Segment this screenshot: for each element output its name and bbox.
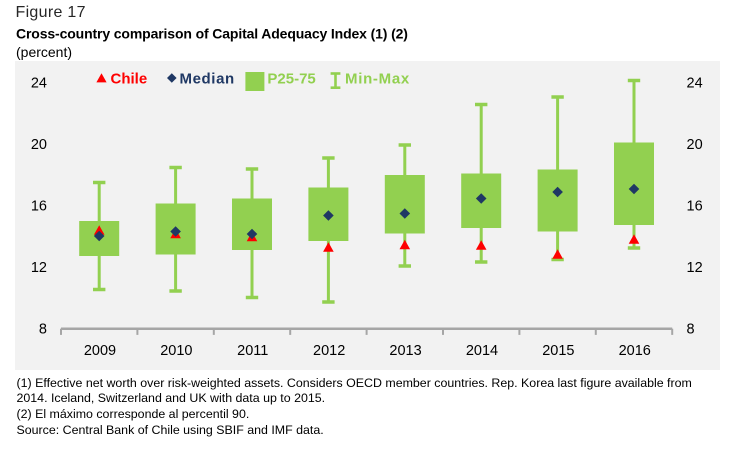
svg-text:2012: 2012 [313, 343, 345, 359]
svg-text:2010: 2010 [160, 343, 192, 359]
svg-text:2011: 2011 [237, 343, 268, 359]
svg-text:24: 24 [31, 75, 47, 91]
svg-text:12: 12 [31, 260, 47, 276]
svg-text:2016: 2016 [619, 343, 651, 359]
svg-text:2013: 2013 [389, 343, 421, 359]
svg-text:2015: 2015 [542, 343, 574, 359]
svg-text:8: 8 [39, 321, 47, 337]
svg-text:16: 16 [31, 198, 47, 214]
svg-text:16: 16 [687, 198, 703, 214]
svg-text:Cross-country comparison of Ca: Cross-country comparison of Capital Adeq… [16, 26, 408, 42]
svg-text:24: 24 [687, 75, 703, 91]
svg-text:Figure 17: Figure 17 [16, 4, 86, 21]
svg-text:2014: 2014 [466, 343, 498, 359]
svg-text:(percent): (percent) [16, 44, 72, 60]
svg-text:Min-Max: Min-Max [345, 71, 410, 88]
svg-text:Median: Median [180, 71, 235, 88]
svg-text:20: 20 [31, 137, 47, 153]
svg-text:12: 12 [687, 260, 703, 276]
svg-text:P25-75: P25-75 [267, 71, 315, 88]
svg-text:2009: 2009 [84, 343, 116, 359]
svg-text:Chile: Chile [111, 71, 148, 88]
svg-text:20: 20 [687, 137, 703, 153]
svg-text:8: 8 [687, 321, 695, 337]
